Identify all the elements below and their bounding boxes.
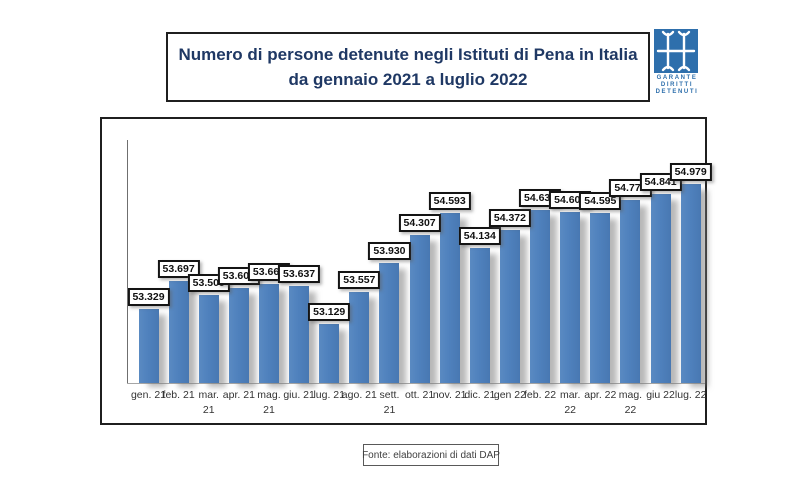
chart-frame: gen. 21 feb. 21 mar. 21 apr. 21 mag. 21 giu. … — [100, 117, 712, 425]
x-tick-label: sett. 21 — [379, 389, 400, 416]
x-tick-label: lug. 22 — [674, 389, 707, 401]
bar — [560, 212, 581, 383]
x-tick-label: mar. 22 — [559, 389, 581, 416]
bar — [258, 284, 279, 383]
bar-data-label: 54.593 — [428, 192, 471, 210]
x-tick-label: nov. 21 — [432, 389, 467, 401]
bar — [469, 248, 490, 383]
bar — [228, 288, 249, 383]
page-title-line2: da gennaio 2021 a luglio 2022 — [288, 70, 528, 89]
x-tick-label: gen. 21 — [130, 389, 167, 401]
bar — [409, 235, 430, 383]
bar — [138, 309, 159, 383]
bar-data-label: 53.129 — [308, 303, 351, 321]
x-tick-label: mag. 21 — [257, 389, 281, 416]
bar-data-label: 54.372 — [488, 209, 531, 227]
logo-text-line2: DIRITTI — [660, 82, 694, 88]
logo-text-line1: GARANTE — [656, 75, 698, 81]
bar-data-label: 54.979 — [669, 163, 712, 181]
bar — [620, 200, 641, 383]
bar-data-label: 54.841 — [639, 173, 682, 191]
logo-text-line3: DETENUTI — [655, 89, 699, 95]
bar — [349, 292, 370, 383]
bar — [650, 194, 671, 383]
bar — [680, 184, 701, 383]
bar-data-label: 54.635 — [518, 189, 562, 207]
bar-data-label: 54.134 — [458, 227, 501, 245]
bar-chart: gen. 21 feb. 21 mar. 21 apr. 21 mag. 21 giu. … — [102, 119, 712, 423]
bar-data-label: 53.697 — [157, 260, 200, 278]
bar-data-label: 53.329 — [127, 288, 170, 306]
x-tick-label: ott. 21 — [404, 389, 435, 401]
x-tick-label: dic. 21 — [464, 389, 496, 401]
x-tick-label: apr. 21 — [222, 389, 255, 401]
bar-data-label: 54.307 — [398, 214, 441, 232]
bar — [439, 213, 460, 383]
x-tick-label: feb. 22 — [523, 389, 557, 401]
bar-data-label: 53.637 — [278, 265, 321, 283]
bar — [198, 295, 219, 383]
garante-double-h-icon — [654, 29, 698, 73]
y-axis-line — [127, 140, 128, 383]
bar — [379, 263, 400, 383]
source-box: Fonte: elaborazioni di dati DAP — [362, 444, 500, 466]
page-title-line1: Numero di persone detenute negli Istitut… — [178, 45, 638, 64]
x-axis-line — [127, 383, 705, 384]
garante-logo: GARANTE DIRITTI DETENUTI — [654, 29, 700, 96]
bar — [590, 213, 611, 383]
bar — [289, 286, 310, 383]
source-text: Fonte: elaborazioni di dati DAP — [362, 449, 500, 461]
x-tick-label: giu. 21 — [283, 389, 315, 401]
bar-data-label: 53.930 — [368, 242, 411, 260]
title-box: Numero di persone detenute negli Istitut… — [166, 32, 650, 102]
x-tick-label: apr. 22 — [584, 389, 617, 401]
x-tick-label: ago. 21 — [341, 389, 377, 401]
x-tick-label: mar. 21 — [198, 389, 219, 416]
bar — [499, 230, 520, 383]
bar — [319, 324, 340, 383]
bar — [530, 210, 551, 383]
x-tick-label: giu 22 — [646, 389, 675, 401]
x-tick-label: gen 22 — [493, 389, 526, 401]
x-tick-label: feb. 21 — [162, 389, 195, 401]
x-tick-label: mag. 22 — [618, 389, 643, 416]
x-tick-label: lug. 21 — [313, 389, 345, 401]
bar-data-label: 53.557 — [338, 271, 381, 289]
bar — [168, 281, 189, 383]
